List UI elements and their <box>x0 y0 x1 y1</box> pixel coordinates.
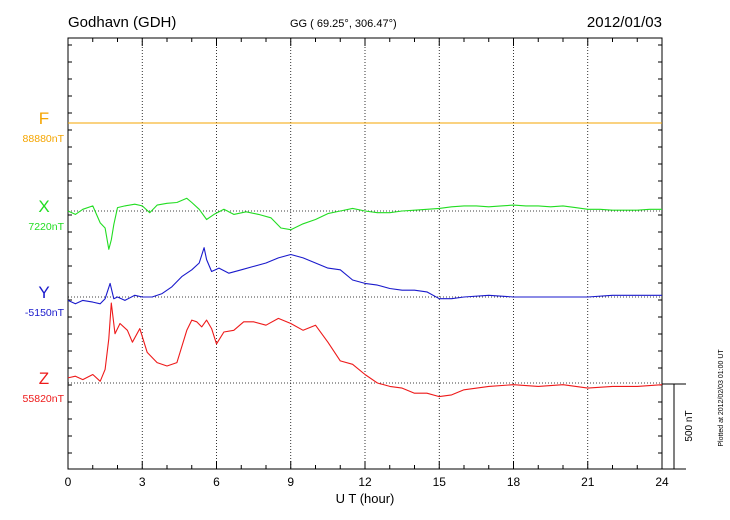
baseline-label-f: 88880nT <box>23 133 65 145</box>
x-tick-label-12: 12 <box>358 475 372 489</box>
station-title: Godhavn (GDH) <box>68 14 176 31</box>
x-tick-label-15: 15 <box>433 475 447 489</box>
x-tick-label-18: 18 <box>507 475 521 489</box>
series-name-y: Y <box>38 283 49 302</box>
series-line-x <box>67 197 662 250</box>
baseline-label-x: 7220nT <box>28 221 64 233</box>
x-tick-label-9: 9 <box>287 475 294 489</box>
x-tick-label-6: 6 <box>213 475 220 489</box>
scale-bar-label: 500 nT <box>684 410 695 441</box>
grid-lines <box>68 38 662 469</box>
axis-ticks <box>67 38 663 469</box>
plot-date: 2012/01/03 <box>587 14 662 31</box>
x-tick-label-24: 24 <box>655 475 669 489</box>
series-name-x: X <box>38 197 49 216</box>
series-layer <box>67 122 663 398</box>
scale-bar: 500 nT <box>662 383 695 470</box>
plotted-note: Plotted at 2012/02/03 01:00 UT <box>718 349 725 447</box>
baseline-label-z: 55820nT <box>23 393 65 405</box>
x-tick-label-0: 0 <box>65 475 72 489</box>
series-name-z: Z <box>39 369 49 388</box>
series-labels: F 88880nT X 7220nT Y -5150nT Z 55820nT <box>23 109 65 405</box>
series-name-f: F <box>39 109 49 128</box>
series-line-z <box>67 302 663 398</box>
series-line-y <box>67 247 662 305</box>
x-tick-label-3: 3 <box>139 475 146 489</box>
x-axis-label: U T (hour) <box>336 491 395 506</box>
station-coordinates: GG ( 69.25°, 306.47°) <box>290 18 397 30</box>
baseline-label-y: -5150nT <box>25 307 65 319</box>
x-tick-labels: 0 3 6 9 12 15 18 21 24 <box>65 475 669 489</box>
x-tick-label-21: 21 <box>581 475 595 489</box>
